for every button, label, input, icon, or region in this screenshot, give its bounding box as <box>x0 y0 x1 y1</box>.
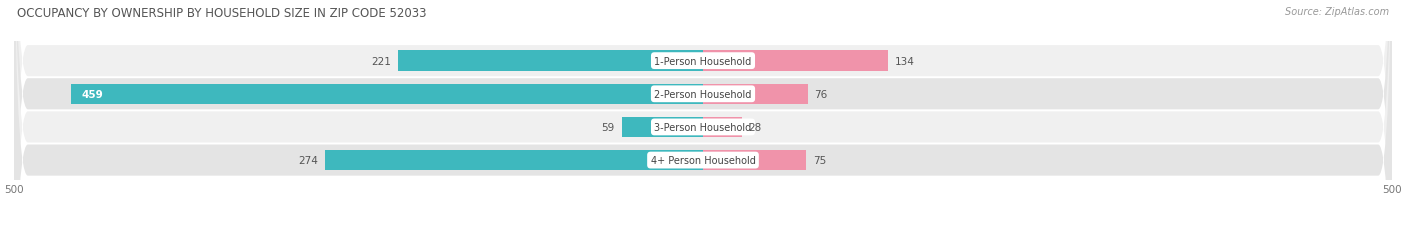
Text: 221: 221 <box>371 56 392 66</box>
FancyBboxPatch shape <box>14 0 1392 231</box>
Bar <box>70 84 703 105</box>
Text: OCCUPANCY BY OWNERSHIP BY HOUSEHOLD SIZE IN ZIP CODE 52033: OCCUPANCY BY OWNERSHIP BY HOUSEHOLD SIZE… <box>17 7 426 20</box>
Bar <box>703 51 887 72</box>
FancyBboxPatch shape <box>14 0 1392 231</box>
Text: 4+ Person Household: 4+ Person Household <box>651 155 755 165</box>
Bar <box>325 150 703 171</box>
Text: 75: 75 <box>813 155 827 165</box>
Bar <box>703 150 807 171</box>
Text: 76: 76 <box>814 89 828 99</box>
Text: 274: 274 <box>298 155 319 165</box>
Text: 28: 28 <box>748 122 762 132</box>
FancyBboxPatch shape <box>14 0 1392 231</box>
Text: 459: 459 <box>82 89 103 99</box>
Text: 134: 134 <box>894 56 914 66</box>
Text: 59: 59 <box>602 122 614 132</box>
Bar <box>398 51 703 72</box>
Bar <box>621 117 703 138</box>
Bar <box>703 84 807 105</box>
Bar <box>703 117 741 138</box>
FancyBboxPatch shape <box>14 0 1392 231</box>
Text: Source: ZipAtlas.com: Source: ZipAtlas.com <box>1285 7 1389 17</box>
Text: 3-Person Household: 3-Person Household <box>654 122 752 132</box>
Text: 2-Person Household: 2-Person Household <box>654 89 752 99</box>
Text: 1-Person Household: 1-Person Household <box>654 56 752 66</box>
